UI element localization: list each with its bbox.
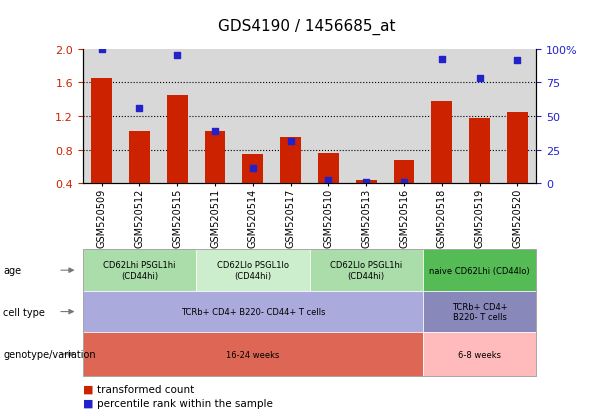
Point <box>324 177 333 184</box>
Point <box>286 138 295 145</box>
Text: TCRb+ CD4+
B220- T cells: TCRb+ CD4+ B220- T cells <box>452 302 508 321</box>
Text: 6-8 weeks: 6-8 weeks <box>458 350 501 358</box>
Bar <box>356 180 376 184</box>
Bar <box>507 112 528 184</box>
Text: TCRb+ CD4+ B220- CD44+ T cells: TCRb+ CD4+ B220- CD44+ T cells <box>181 307 325 316</box>
Text: CD62Lhi PSGL1hi
(CD44hi): CD62Lhi PSGL1hi (CD44hi) <box>103 261 176 280</box>
Point <box>512 58 522 64</box>
Text: ■: ■ <box>83 384 93 394</box>
Text: naive CD62Lhi (CD44lo): naive CD62Lhi (CD44lo) <box>429 266 530 275</box>
Text: cell type: cell type <box>3 307 45 317</box>
Text: CD62Llo PSGL1lo
(CD44hi): CD62Llo PSGL1lo (CD44hi) <box>217 261 289 280</box>
Text: percentile rank within the sample: percentile rank within the sample <box>97 398 273 408</box>
Text: ■: ■ <box>83 398 93 408</box>
Bar <box>167 96 188 184</box>
Point <box>437 56 447 63</box>
Text: age: age <box>3 266 21 275</box>
Text: 16-24 weeks: 16-24 weeks <box>226 350 280 358</box>
Text: genotype/variation: genotype/variation <box>3 349 96 359</box>
Point <box>134 105 145 112</box>
Point <box>97 46 107 53</box>
Bar <box>394 160 414 184</box>
Point <box>399 179 409 185</box>
Bar <box>129 132 150 184</box>
Bar <box>470 119 490 184</box>
Point <box>248 165 257 172</box>
Text: GDS4190 / 1456685_at: GDS4190 / 1456685_at <box>218 19 395 35</box>
Text: transformed count: transformed count <box>97 384 194 394</box>
Text: CD62Llo PSGL1hi
(CD44hi): CD62Llo PSGL1hi (CD44hi) <box>330 261 402 280</box>
Point <box>361 179 371 185</box>
Bar <box>280 138 301 184</box>
Bar <box>243 154 263 184</box>
Bar <box>91 79 112 184</box>
Bar <box>432 102 452 184</box>
Point <box>172 52 182 59</box>
Bar <box>205 132 226 184</box>
Point <box>475 76 485 82</box>
Point <box>210 128 220 135</box>
Bar <box>318 154 339 184</box>
